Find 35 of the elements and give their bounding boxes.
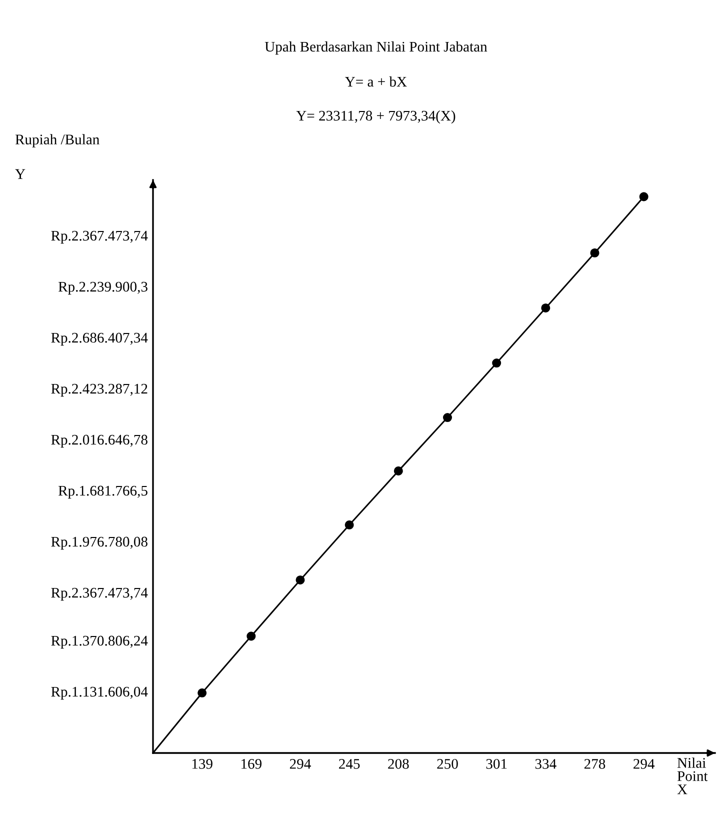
point: [394, 466, 403, 476]
text: Rp.2.423.287,12: [51, 384, 148, 397]
chart-title: Upah Berdasarkan Nilai Point Jabatan: [264, 41, 488, 55]
text: Rp.2.016.646,78: [51, 434, 148, 448]
text: Rp.2.367.473,74: [51, 230, 148, 244]
point: [639, 192, 648, 202]
point: [442, 413, 452, 422]
point: [492, 358, 502, 368]
x-tick-label: 294: [634, 759, 655, 769]
chart-subtitle: Y= a + bX: [345, 76, 407, 87]
text: Rp.1.976.780,08: [51, 536, 148, 550]
x-tick-label: 334: [535, 759, 556, 769]
text: Rp.1.370.806,24: [51, 636, 148, 649]
x-tick-label: 301: [486, 758, 507, 769]
point: [590, 248, 600, 258]
text: Y= 23311,78 + 7973,34(X): [296, 110, 456, 124]
text: Rupiah /Bulan Y: [15, 134, 100, 179]
point: [198, 688, 207, 698]
x-tick-label: 139: [192, 759, 212, 769]
text: Rp.1.131.606,04: [51, 686, 148, 700]
x-tick-label: 294: [290, 759, 311, 769]
x-tick-label: 250: [437, 758, 458, 769]
point: [296, 575, 305, 584]
text: Rp.1.681.766,5: [58, 486, 148, 499]
text: Rp.2.239.900,3: [58, 282, 148, 295]
point: [344, 520, 354, 530]
x-axis-title: Nilai Point X: [677, 758, 708, 794]
point: [541, 303, 550, 312]
x-tick-label: 245: [339, 759, 360, 769]
x-tick-label: 208: [388, 758, 409, 769]
text: Rp.2.367.473,74: [51, 588, 148, 601]
point: [246, 632, 256, 641]
x-tick-label: 278: [584, 758, 606, 769]
x-tick-label: 169: [242, 759, 262, 769]
text: Rp.2.686.407,34: [51, 332, 148, 346]
